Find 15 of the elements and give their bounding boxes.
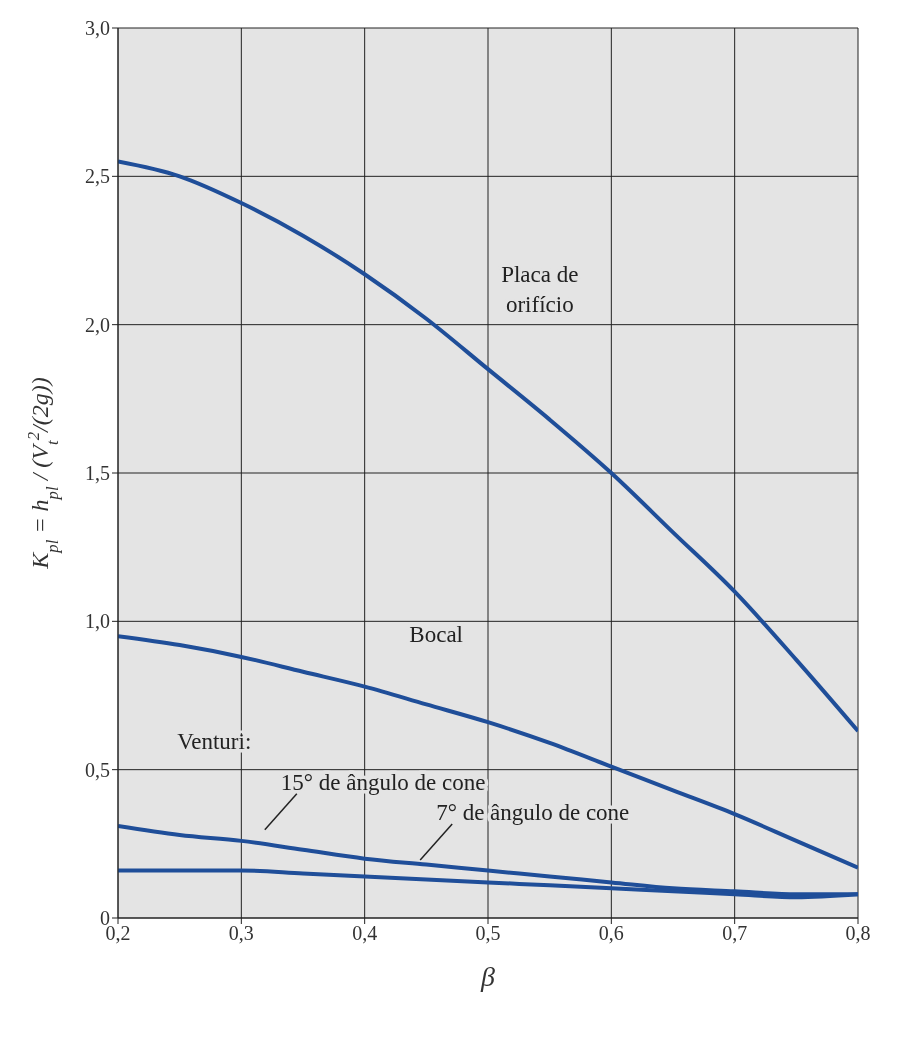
- x-tick-label: 0,7: [722, 922, 748, 945]
- y-tick-label: 1,5: [85, 462, 110, 485]
- x-tick-label: 0,5: [475, 922, 501, 945]
- x-axis-title: β: [480, 961, 496, 992]
- y-tick-label: 0,5: [85, 758, 110, 781]
- y-tick-label: 3,0: [85, 17, 110, 40]
- x-tick-label: 0,8: [845, 922, 871, 945]
- x-tick-label: 0,4: [352, 922, 378, 945]
- x-tick-label: 0,3: [228, 922, 254, 945]
- y-tick-label: 2,5: [85, 165, 110, 188]
- annotation: Bocal: [409, 622, 464, 648]
- x-tick-label: 0,6: [598, 922, 624, 945]
- annotation: Placa de orifício: [501, 261, 579, 317]
- y-tick-label: 1,0: [85, 610, 110, 633]
- y-tick-label: 2,0: [85, 313, 110, 336]
